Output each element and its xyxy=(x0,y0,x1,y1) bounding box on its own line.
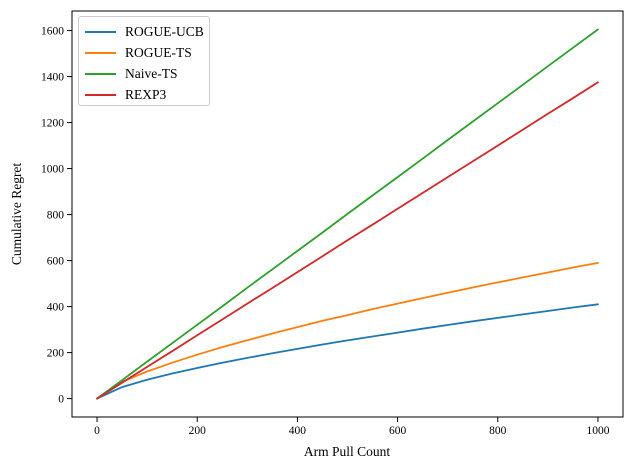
series-line-rexp3 xyxy=(96,81,599,400)
x-tick-label: 1000 xyxy=(586,425,609,437)
legend-item: ROGUE-UCB xyxy=(79,21,209,42)
x-tick-label: 400 xyxy=(289,425,307,437)
series-line-rogue-ucb xyxy=(96,303,599,400)
legend-label: REXP3 xyxy=(125,86,167,102)
legend-line-swatch xyxy=(85,72,116,75)
x-tick-label: 200 xyxy=(189,425,207,437)
legend: ROGUE-UCB ROGUE-TS Naive-TS REXP3 xyxy=(78,16,210,106)
y-tick-label: 1000 xyxy=(41,164,64,176)
series-line-naive-ts xyxy=(96,28,599,400)
y-tick-label: 200 xyxy=(47,348,65,360)
x-tick-label: 800 xyxy=(489,425,507,437)
y-tick-label: 1400 xyxy=(41,72,64,84)
legend-line-swatch xyxy=(85,93,116,96)
legend-item: ROGUE-TS xyxy=(79,42,209,63)
x-tick-label: 0 xyxy=(94,425,100,437)
legend-item: Naive-TS xyxy=(79,63,209,84)
legend-line-swatch xyxy=(85,30,116,33)
legend-label: ROGUE-UCB xyxy=(125,23,204,39)
y-tick-label: 600 xyxy=(47,256,65,268)
series-line-rogue-ts xyxy=(96,261,599,400)
y-tick-label: 1200 xyxy=(41,118,64,130)
legend-item: REXP3 xyxy=(79,84,209,105)
y-axis-label: Cumulative Regret xyxy=(9,163,24,266)
axis-ticks: 0 200 400 600 800 1000 0 200 400 600 800 1000 1200 14… xyxy=(41,26,610,437)
y-tick-label: 800 xyxy=(47,210,65,222)
y-tick-label: 1600 xyxy=(41,26,64,38)
x-tick-label: 600 xyxy=(389,425,407,437)
axes-frame xyxy=(71,10,624,418)
series-lines xyxy=(96,28,599,400)
x-axis-label: Arm Pull Count xyxy=(304,444,391,459)
legend-label: ROGUE-TS xyxy=(125,44,192,60)
y-tick-label: 400 xyxy=(47,302,65,314)
legend-line-swatch xyxy=(85,51,116,54)
y-tick-label: 0 xyxy=(58,394,64,406)
legend-label: Naive-TS xyxy=(125,65,178,81)
